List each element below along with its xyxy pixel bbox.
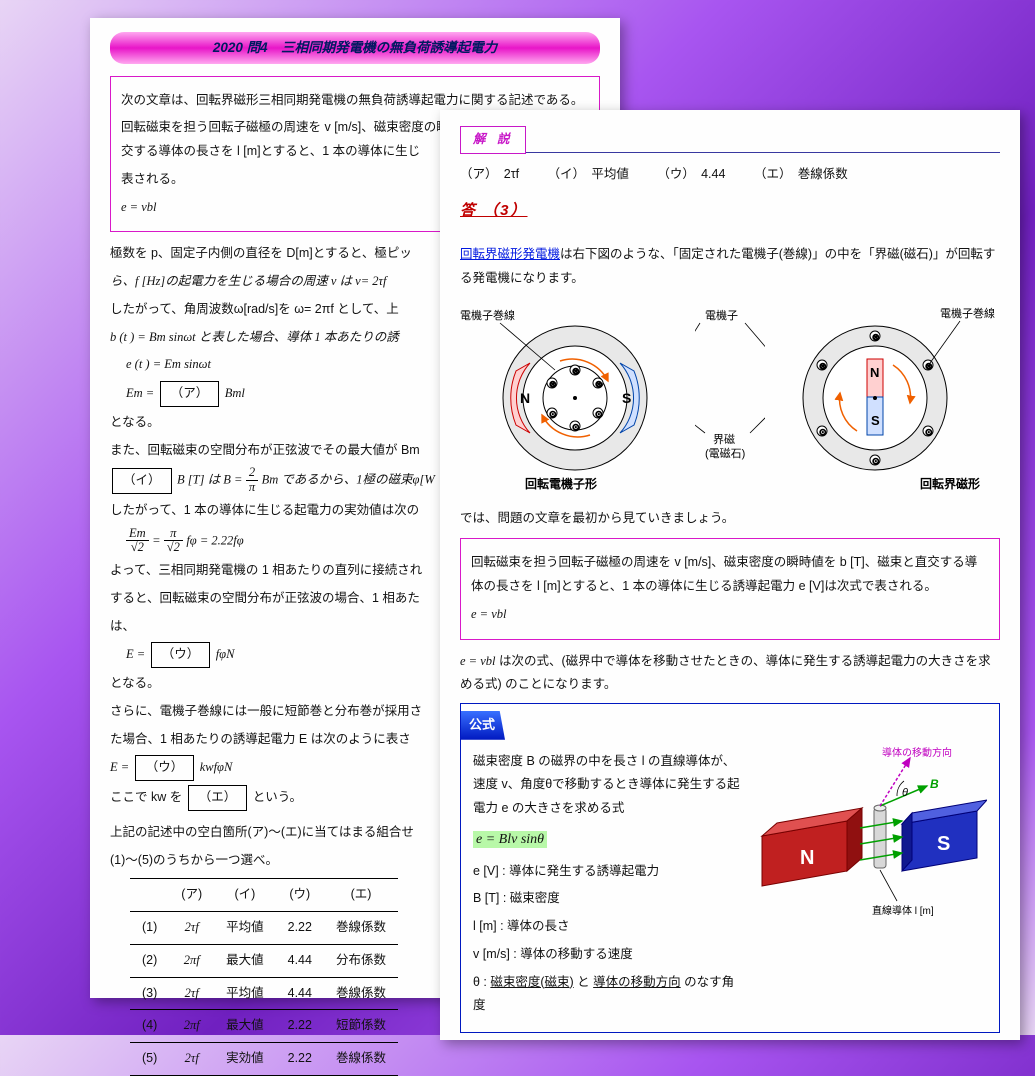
svg-text:⊙: ⊙ <box>572 422 580 432</box>
svg-text:電機子巻線: 電機子巻線 <box>460 308 515 322</box>
title-bar: 2020 問4 三相同期発電機の無負荷誘導起電力 <box>110 32 600 64</box>
blank-i: （イ） <box>112 468 172 494</box>
svg-text:⊙: ⊙ <box>549 409 557 419</box>
svg-text:⊙: ⊙ <box>925 427 933 437</box>
link-text: 回転界磁形発電機 <box>460 247 560 261</box>
svg-text:⊙: ⊙ <box>819 427 827 437</box>
page-explanation: 解 説 （ア） 2τf （イ） 平均値 （ウ） 4.44 （エ） 巻線係数 答 … <box>440 110 1020 1040</box>
svg-text:⊙: ⊙ <box>595 409 603 419</box>
svg-text:界磁: 界磁 <box>713 433 735 446</box>
svg-text:⊗: ⊗ <box>572 366 580 376</box>
answer-rows: (1)2τf平均値2.22巻線係数(2)2πf最大値4.44分布係数(3)2τf… <box>130 912 398 1076</box>
table-row: (3)2τf平均値4.44巻線係数 <box>130 977 398 1010</box>
svg-text:S: S <box>937 833 950 855</box>
explanation-header: 解 説 <box>460 124 1000 153</box>
svg-text:導体の移動方向: 導体の移動方向 <box>882 746 952 759</box>
intro-line: 次の文章は、回転界磁形三相同期発電機の無負荷誘導起電力に関する記述である。 <box>121 89 589 113</box>
text: 回転界磁形発電機は右下図のような、「固定された電機子(巻線)」の中を「界磁(磁石… <box>460 243 1000 291</box>
table-row: (1)2τf平均値2.22巻線係数 <box>130 912 398 945</box>
table-row: (5)2τf実効値2.22巻線係数 <box>130 1043 398 1076</box>
svg-text:N: N <box>870 365 879 380</box>
svg-text:S: S <box>622 390 631 406</box>
table-row: (2)2πf最大値4.44分布係数 <box>130 944 398 977</box>
svg-text:N: N <box>800 847 814 869</box>
generator-diagram: N S ⊗ ⊗ ⊙ ⊙ ⊙ ⊗ 電機子巻線 回転電機子形 電機子 <box>460 303 1000 493</box>
svg-text:S: S <box>871 413 880 428</box>
diagram-center-labels: 電機子 界磁 (電磁石) <box>695 303 765 493</box>
magnet-diagram: N S B 導体の移動方向 θ <box>752 746 987 921</box>
svg-text:⊗: ⊗ <box>549 379 557 389</box>
blank-e: （エ） <box>188 785 248 811</box>
svg-text:(電磁石): (電磁石) <box>705 447 745 460</box>
formula-header: 公式 <box>461 711 505 740</box>
svg-text:N: N <box>520 390 530 406</box>
svg-text:回転電機子形: 回転電機子形 <box>525 476 597 491</box>
svg-text:B: B <box>930 777 939 791</box>
text: では、問題の文章を最初から見ていきましょう。 <box>460 507 1000 531</box>
answer-table: (ア)(イ)(ウ)(エ) (1)2τf平均値2.22巻線係数(2)2πf最大値4… <box>130 878 398 1076</box>
quoted-box: 回転磁束を担う回転子磁極の周速を v [m/s]、磁束密度の瞬時値を b [T]… <box>460 538 1000 639</box>
svg-text:⊙: ⊙ <box>872 456 880 466</box>
blank-a: （ア） <box>160 381 220 407</box>
blank-u: （ウ） <box>151 642 211 668</box>
svg-text:⊗: ⊗ <box>872 332 880 342</box>
formula-eq: e = Blv sinθ <box>473 831 547 848</box>
rotating-armature-diagram: N S ⊗ ⊗ ⊙ ⊙ ⊙ ⊗ 電機子巻線 回転電機子形 <box>460 303 690 493</box>
answer-summary: （ア） 2τf （イ） 平均値 （ウ） 4.44 （エ） 巻線係数 <box>460 163 1000 187</box>
table-row: (4)2πf最大値2.22短節係数 <box>130 1010 398 1043</box>
rotating-field-diagram: ⊗ ⊗ ⊙ ⊙ ⊙ ⊗ N S 電機子巻線 回転界磁形 <box>770 303 1000 493</box>
svg-text:回転界磁形: 回転界磁形 <box>920 476 980 491</box>
svg-text:電機子: 電機子 <box>705 308 738 322</box>
svg-text:⊗: ⊗ <box>595 379 603 389</box>
text: e = vbl は次の式、(磁界中で導体を移動させたときの、導体に発生する誘導起… <box>460 650 1000 698</box>
blank-u2: （ウ） <box>135 755 195 781</box>
svg-text:⊗: ⊗ <box>819 361 827 371</box>
svg-text:電機子巻線: 電機子巻線 <box>940 306 995 320</box>
formula-box: 公式 磁束密度 B の磁界の中を長さ l の直線導体が、速度 v、角度θで移動す… <box>460 703 1000 1033</box>
svg-text:⊗: ⊗ <box>925 361 933 371</box>
final-answer: 答 （3） <box>460 197 1000 226</box>
svg-text:θ: θ <box>902 787 908 799</box>
svg-text:直線導体 l [m]: 直線導体 l [m] <box>872 904 934 917</box>
explanation-label: 解 説 <box>460 126 526 154</box>
